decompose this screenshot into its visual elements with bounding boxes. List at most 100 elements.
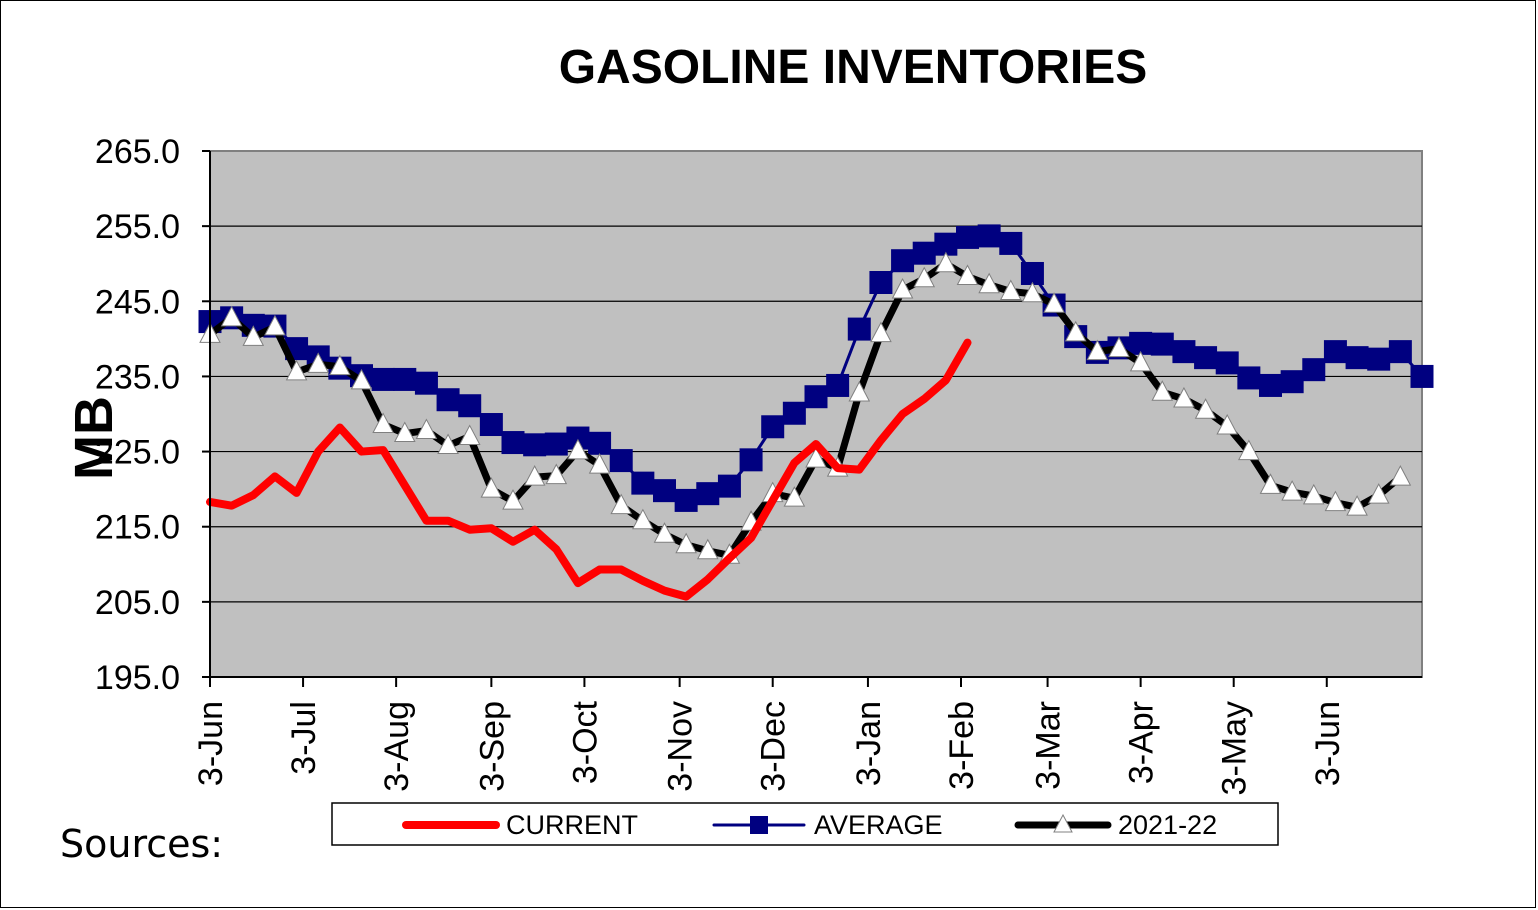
data-point-triangle	[350, 368, 373, 390]
data-point-triangle	[1259, 473, 1282, 494]
y-tick-label: 195.0	[95, 659, 180, 697]
data-point-square	[544, 432, 568, 456]
data-point-triangle	[1302, 483, 1325, 505]
data-point-square	[717, 474, 741, 498]
data-point-triangle	[329, 354, 351, 376]
data-point-triangle	[523, 465, 546, 486]
series-current	[206, 338, 972, 601]
data-point-triangle	[675, 532, 697, 554]
data-point-square	[1172, 340, 1196, 364]
data-point-square	[1194, 346, 1218, 370]
y-tick-label: 235.0	[95, 358, 180, 396]
y-tick-label: 225.0	[95, 434, 180, 472]
x-tick-label: 3-Jul	[285, 701, 323, 775]
data-point-square	[912, 241, 936, 265]
data-point-square	[696, 482, 720, 506]
y-axis-label: MB	[64, 396, 124, 480]
data-point-square	[393, 367, 417, 391]
data-point-triangle	[393, 421, 416, 443]
data-point-triangle	[480, 477, 503, 498]
data-point-triangle	[285, 359, 308, 381]
data-point-triangle	[1194, 398, 1217, 419]
data-point-triangle	[437, 433, 459, 455]
data-point-square	[1388, 340, 1412, 364]
data-point-square	[479, 413, 503, 437]
data-point-square	[956, 225, 979, 249]
data-point-triangle	[1281, 480, 1303, 501]
legend-swatch-marker	[1053, 813, 1073, 833]
data-point-triangle	[1238, 439, 1260, 461]
series-2021-22	[199, 251, 1412, 564]
data-point-square	[501, 431, 525, 455]
data-point-square	[1237, 366, 1261, 390]
data-point-square	[847, 317, 871, 341]
data-point-square	[739, 448, 763, 472]
data-point-square	[869, 271, 893, 294]
data-point-triangle	[220, 305, 243, 327]
legend-item-average: AVERAGE	[712, 810, 943, 840]
legend: CURRENT AVERAGE 2021-22	[331, 802, 1279, 846]
data-point-triangle	[1173, 386, 1195, 408]
data-point-triangle	[913, 266, 936, 288]
y-tick-label: 215.0	[95, 509, 180, 547]
series-layer	[198, 224, 1434, 601]
data-point-square	[782, 401, 806, 425]
data-point-triangle	[264, 314, 286, 336]
data-point-triangle	[1086, 339, 1109, 361]
x-tick-label: 3-Sep	[473, 701, 511, 792]
chart-title: GASOLINE INVENTORIES	[559, 41, 1148, 94]
data-point-square	[1410, 364, 1434, 388]
data-point-triangle	[848, 380, 871, 402]
y-tick-label: 205.0	[95, 584, 180, 622]
x-tick-label: 3-Mar	[1030, 701, 1068, 790]
data-point-square	[588, 431, 612, 455]
data-point-square	[1323, 340, 1347, 364]
data-point-square	[1215, 351, 1239, 375]
data-point-square	[371, 367, 395, 391]
x-tick-label: 3-Apr	[1123, 701, 1161, 784]
legend-label: 2021-22	[1118, 810, 1217, 840]
data-point-triangle	[1129, 350, 1152, 372]
data-point-triangle	[956, 264, 979, 285]
y-axis-ticks: 195.0 205.0 215.0 225.0 235.0 245.0 255.0 265.0	[95, 133, 210, 697]
legend-label: AVERAGE	[814, 810, 943, 840]
data-point-square	[653, 479, 676, 503]
data-point-square	[436, 388, 460, 412]
data-point-triangle	[1389, 465, 1412, 486]
x-tick-label: 3-Oct	[566, 700, 604, 784]
data-point-square	[1150, 332, 1174, 356]
data-point-triangle	[1151, 380, 1174, 401]
x-tick-label: 3-Jun	[192, 701, 230, 786]
data-point-triangle	[372, 412, 394, 434]
data-point-square	[1259, 373, 1282, 397]
series-line	[206, 338, 972, 601]
data-point-square	[1302, 358, 1326, 382]
plot-area	[209, 150, 1423, 678]
data-point-square	[1280, 370, 1304, 394]
y-tick-label: 245.0	[95, 283, 180, 321]
data-point-square	[674, 488, 698, 512]
data-point-triangle	[891, 277, 914, 299]
legend-item-2021-22: 2021-22	[1014, 810, 1217, 840]
data-point-triangle	[935, 251, 957, 273]
data-point-square	[1345, 346, 1369, 370]
data-point-triangle	[307, 352, 330, 373]
data-point-square	[1367, 347, 1391, 371]
data-point-triangle	[610, 493, 633, 515]
data-point-square	[977, 224, 1001, 248]
data-point-triangle	[1021, 281, 1044, 303]
data-point-triangle	[1367, 483, 1390, 504]
data-point-square	[1020, 261, 1044, 285]
data-point-triangle	[870, 321, 892, 343]
data-point-square	[891, 249, 915, 273]
legend-label: CURRENT	[506, 810, 638, 840]
data-point-triangle	[1043, 292, 1065, 313]
data-point-triangle	[415, 418, 438, 440]
data-point-triangle	[588, 453, 611, 474]
x-tick-label: 3-May	[1216, 701, 1254, 795]
data-point-square	[458, 394, 482, 418]
data-point-triangle	[1324, 490, 1347, 512]
data-point-triangle	[1064, 320, 1087, 342]
